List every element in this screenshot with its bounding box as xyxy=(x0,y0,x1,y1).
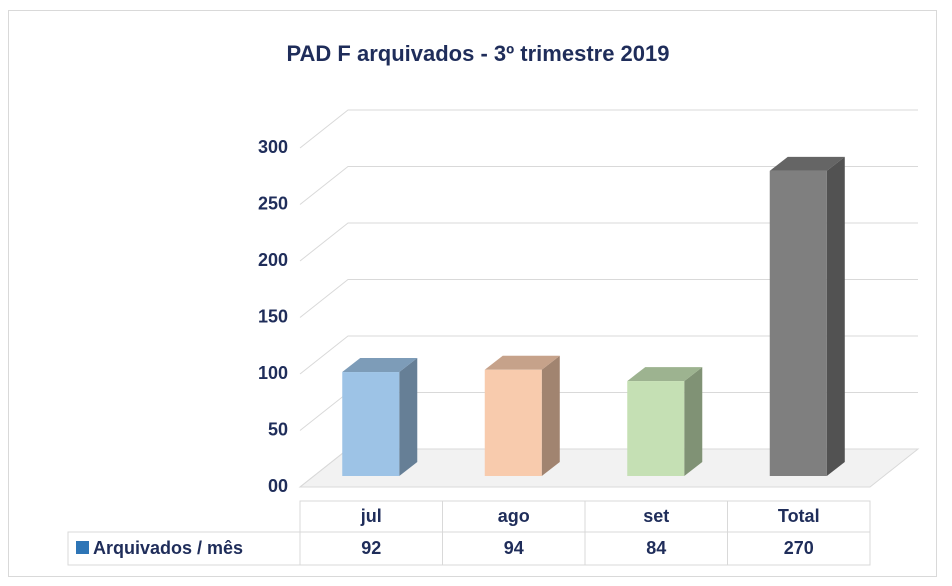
bar-side-shade xyxy=(399,358,418,476)
bar-front xyxy=(484,369,542,476)
grid-line xyxy=(299,279,918,318)
bar-side xyxy=(541,355,560,476)
y-tick-label: 300 xyxy=(258,137,288,157)
table-value: 92 xyxy=(361,538,381,558)
bar-front xyxy=(342,372,400,476)
x-tick-label: ago xyxy=(498,506,530,526)
bar-front xyxy=(769,170,827,476)
bar xyxy=(342,358,418,476)
y-tick-label: 100 xyxy=(258,363,288,383)
chart-title: PAD F arquivados - 3º trimestre 2019 xyxy=(287,41,670,66)
bar-top xyxy=(769,156,845,171)
bar xyxy=(627,367,703,476)
bar-side xyxy=(826,156,845,476)
bar-side-shade xyxy=(684,367,703,476)
grid-line xyxy=(299,335,918,375)
bar-top-shade xyxy=(769,156,845,171)
bar-top-shade xyxy=(627,367,703,382)
bar-top xyxy=(627,367,703,382)
legend-label: Arquivados / mês xyxy=(93,538,243,558)
grid-line xyxy=(299,222,918,262)
bar-top-shade xyxy=(484,355,560,370)
x-tick-label: jul xyxy=(360,506,382,526)
grid-line xyxy=(299,166,918,205)
bar-top-shade xyxy=(342,358,418,373)
grid-line xyxy=(299,109,918,149)
bar-side-shade xyxy=(541,355,560,476)
y-tick-label: 200 xyxy=(258,250,288,270)
bar xyxy=(484,355,560,476)
bar-side-shade xyxy=(826,156,845,476)
table-value: 270 xyxy=(784,538,814,558)
table-value: 84 xyxy=(646,538,666,558)
x-tick-label: set xyxy=(643,506,669,526)
table-value: 94 xyxy=(504,538,524,558)
y-tick-label: 00 xyxy=(268,476,288,496)
bar-side xyxy=(399,358,418,476)
y-tick-label: 50 xyxy=(268,419,288,439)
y-tick-label: 150 xyxy=(258,306,288,326)
y-tick-label: 250 xyxy=(258,193,288,213)
bar xyxy=(769,156,845,476)
table-row-frame xyxy=(67,531,871,566)
bar-top xyxy=(342,358,418,373)
bar-side xyxy=(684,367,703,476)
bar-front xyxy=(627,381,685,476)
x-tick-label: Total xyxy=(778,506,820,526)
legend-swatch xyxy=(76,541,89,554)
bar-top xyxy=(484,355,560,370)
